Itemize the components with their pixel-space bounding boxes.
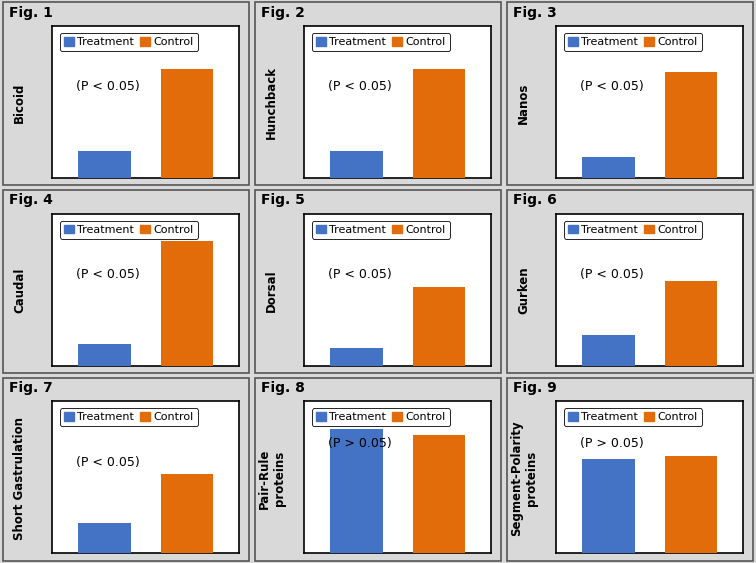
Text: (P < 0.05): (P < 0.05): [328, 81, 392, 93]
Text: Fig. 1: Fig. 1: [9, 6, 53, 20]
Text: (P > 0.05): (P > 0.05): [581, 437, 644, 450]
Text: Nanos: Nanos: [517, 82, 530, 124]
Legend: Treatment, Control: Treatment, Control: [564, 221, 702, 239]
Bar: [582, 157, 635, 178]
Bar: [665, 280, 717, 366]
Bar: [160, 475, 213, 553]
Bar: [330, 151, 383, 178]
Bar: [413, 435, 465, 553]
Text: Short Gastrulation: Short Gastrulation: [13, 417, 26, 540]
Legend: Treatment, Control: Treatment, Control: [60, 221, 198, 239]
Legend: Treatment, Control: Treatment, Control: [311, 409, 450, 426]
Text: (P < 0.05): (P < 0.05): [76, 455, 140, 469]
Text: Pair-Rule
proteins: Pair-Rule proteins: [258, 448, 286, 508]
Text: Hunchback: Hunchback: [265, 66, 278, 140]
Bar: [413, 69, 465, 178]
Bar: [413, 287, 465, 366]
Bar: [582, 336, 635, 366]
Text: Caudal: Caudal: [13, 268, 26, 314]
Text: Fig. 2: Fig. 2: [261, 6, 305, 20]
Text: Fig. 6: Fig. 6: [513, 193, 557, 207]
Text: (P > 0.05): (P > 0.05): [328, 437, 392, 450]
Bar: [330, 429, 383, 553]
Bar: [79, 345, 131, 366]
Legend: Treatment, Control: Treatment, Control: [564, 409, 702, 426]
Text: Fig. 3: Fig. 3: [513, 6, 557, 20]
Bar: [665, 72, 717, 178]
Legend: Treatment, Control: Treatment, Control: [311, 33, 450, 51]
Text: Segment-Polarity
proteins: Segment-Polarity proteins: [510, 421, 538, 536]
Text: (P < 0.05): (P < 0.05): [328, 268, 392, 281]
Text: Gurken: Gurken: [517, 267, 530, 315]
Text: (P < 0.05): (P < 0.05): [76, 81, 140, 93]
Text: (P < 0.05): (P < 0.05): [581, 81, 644, 93]
Bar: [665, 456, 717, 553]
Bar: [330, 347, 383, 366]
Bar: [79, 523, 131, 553]
Text: Dorsal: Dorsal: [265, 269, 278, 312]
Text: (P < 0.05): (P < 0.05): [581, 268, 644, 281]
Text: (P < 0.05): (P < 0.05): [76, 268, 140, 281]
Bar: [79, 151, 131, 178]
Legend: Treatment, Control: Treatment, Control: [311, 221, 450, 239]
Text: Bicoid: Bicoid: [13, 83, 26, 123]
Text: Fig. 5: Fig. 5: [261, 193, 305, 207]
Text: Fig. 4: Fig. 4: [9, 193, 53, 207]
Legend: Treatment, Control: Treatment, Control: [60, 409, 198, 426]
Text: Fig. 8: Fig. 8: [261, 381, 305, 395]
Legend: Treatment, Control: Treatment, Control: [564, 33, 702, 51]
Bar: [160, 241, 213, 366]
Bar: [160, 69, 213, 178]
Text: Fig. 7: Fig. 7: [9, 381, 53, 395]
Text: Fig. 9: Fig. 9: [513, 381, 557, 395]
Legend: Treatment, Control: Treatment, Control: [60, 33, 198, 51]
Bar: [582, 459, 635, 553]
